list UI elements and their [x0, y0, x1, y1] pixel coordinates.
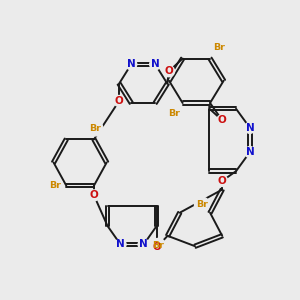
- Text: N: N: [139, 239, 148, 250]
- Circle shape: [164, 66, 175, 77]
- Text: Br: Br: [169, 109, 181, 118]
- Circle shape: [194, 197, 209, 212]
- Circle shape: [151, 238, 166, 253]
- Circle shape: [212, 40, 227, 55]
- Text: N: N: [116, 239, 125, 250]
- Text: O: O: [90, 190, 98, 200]
- Circle shape: [151, 242, 162, 253]
- Text: N: N: [245, 147, 254, 157]
- Circle shape: [115, 239, 126, 250]
- Text: O: O: [165, 66, 173, 76]
- Text: Br: Br: [89, 124, 101, 133]
- Text: O: O: [218, 115, 226, 125]
- Circle shape: [150, 59, 161, 70]
- Text: O: O: [218, 176, 226, 186]
- Circle shape: [217, 176, 228, 186]
- Text: Br: Br: [49, 181, 61, 190]
- Text: Br: Br: [213, 43, 225, 52]
- Text: N: N: [151, 59, 160, 69]
- Circle shape: [244, 147, 255, 158]
- Circle shape: [48, 178, 63, 193]
- Circle shape: [88, 121, 103, 136]
- Text: O: O: [115, 96, 124, 106]
- Circle shape: [217, 115, 228, 126]
- Text: Br: Br: [196, 200, 208, 209]
- Circle shape: [88, 190, 100, 201]
- Text: Br: Br: [152, 242, 164, 250]
- Circle shape: [244, 122, 255, 133]
- Circle shape: [114, 95, 124, 106]
- Circle shape: [126, 59, 137, 70]
- Text: N: N: [245, 123, 254, 133]
- Text: N: N: [127, 59, 136, 69]
- Circle shape: [138, 239, 149, 250]
- Text: O: O: [152, 242, 161, 252]
- Circle shape: [167, 106, 182, 121]
